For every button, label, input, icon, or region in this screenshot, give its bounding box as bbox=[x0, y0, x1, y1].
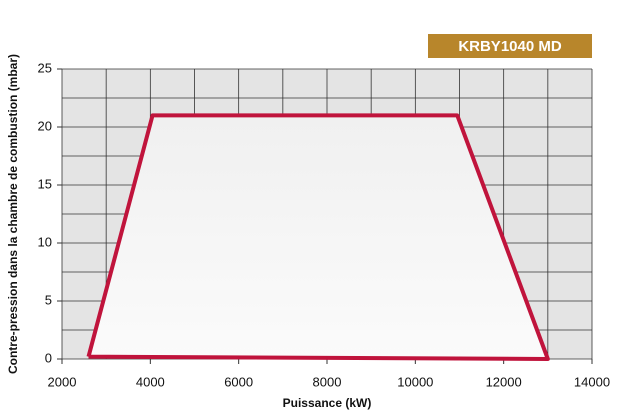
x-tick-label: 6000 bbox=[224, 374, 253, 389]
y-tick-label: 0 bbox=[45, 350, 52, 365]
y-tick-label: 5 bbox=[45, 292, 52, 307]
y-axis-label: Contre-pression dans la chambre de combu… bbox=[6, 54, 20, 374]
x-tick-label: 8000 bbox=[313, 374, 342, 389]
y-tick-label: 20 bbox=[38, 118, 52, 133]
badge-box bbox=[428, 34, 592, 58]
operating-area bbox=[86, 113, 550, 361]
x-tick-label: 2000 bbox=[48, 374, 77, 389]
x-tick-label: 14000 bbox=[574, 374, 610, 389]
y-tick-label: 15 bbox=[38, 176, 52, 191]
x-tick-label: 4000 bbox=[136, 374, 165, 389]
badge: KRBY1040 MD bbox=[458, 38, 562, 55]
x-tick-label: 12000 bbox=[486, 374, 522, 389]
x-tick-label: 10000 bbox=[397, 374, 433, 389]
y-tick-label: 25 bbox=[38, 60, 52, 75]
x-axis-label: Puissance (kW) bbox=[283, 396, 372, 410]
y-tick-label: 10 bbox=[38, 234, 52, 249]
